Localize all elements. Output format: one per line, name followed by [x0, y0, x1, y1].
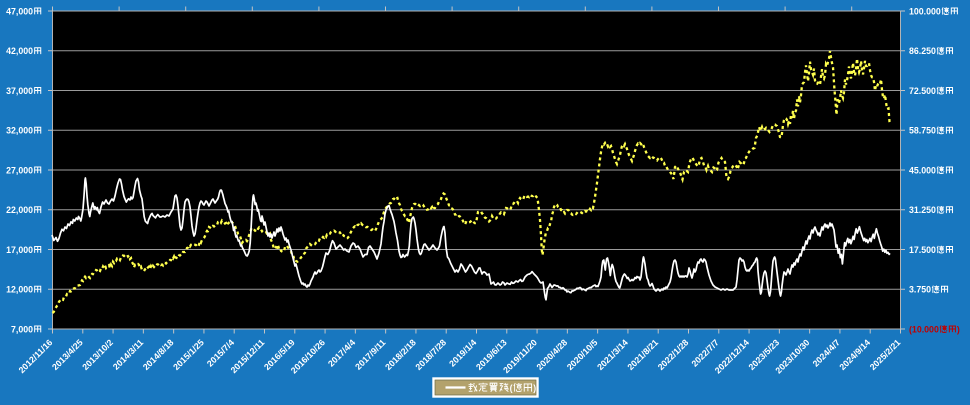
- svg-text:22,000: 22,000: [6, 205, 33, 215]
- svg-text:12,000: 12,000: [6, 285, 33, 295]
- svg-text:): ): [533, 383, 536, 393]
- svg-text:42,000: 42,000: [6, 46, 33, 56]
- svg-text:58.750: 58.750: [909, 126, 936, 136]
- svg-text:86.250: 86.250: [909, 46, 936, 56]
- svg-text:17.500: 17.500: [909, 245, 936, 255]
- svg-text:32,000: 32,000: [6, 126, 33, 136]
- svg-text:31.250: 31.250: [909, 205, 936, 215]
- svg-text:45.000: 45.000: [909, 165, 936, 175]
- svg-text:7,000: 7,000: [11, 324, 33, 334]
- svg-text:72.500: 72.500: [909, 86, 936, 96]
- svg-text:(: (: [510, 383, 513, 393]
- svg-text:(10.000: (10.000: [909, 324, 939, 334]
- svg-text:37,000: 37,000: [6, 86, 33, 96]
- svg-text:3.750: 3.750: [909, 285, 931, 295]
- svg-text:27,000: 27,000: [6, 165, 33, 175]
- svg-text:17,000: 17,000: [6, 245, 33, 255]
- svg-text:100.000: 100.000: [909, 6, 941, 16]
- svg-text:47,000: 47,000: [6, 6, 33, 16]
- svg-text:): ): [957, 324, 960, 334]
